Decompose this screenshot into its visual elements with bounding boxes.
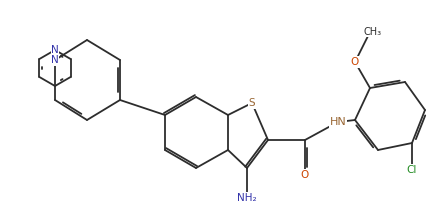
Text: CH₃: CH₃ (364, 27, 382, 37)
Text: O: O (301, 170, 309, 180)
Text: N: N (51, 55, 59, 65)
Text: NH₂: NH₂ (237, 193, 257, 203)
Text: O: O (351, 57, 359, 67)
Text: S: S (249, 98, 255, 108)
Text: HN: HN (330, 117, 346, 127)
Text: Cl: Cl (407, 165, 417, 175)
Text: N: N (51, 45, 59, 55)
